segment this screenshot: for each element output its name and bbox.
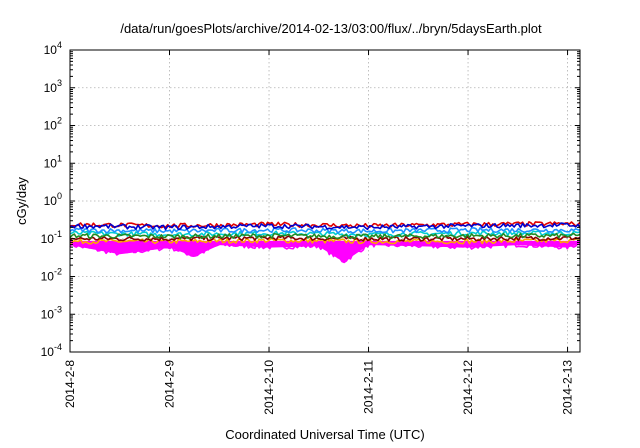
- x-tick-label: 2014-2-10: [262, 360, 276, 415]
- x-tick-label: 2014-2-11: [362, 360, 376, 414]
- y-tick-label: 102: [44, 116, 62, 133]
- series-line-1: [69, 237, 581, 245]
- axis-ticks: 10-4 10-3 10-2 10-1 100 101 102 103 104 2014-2-8 2…: [41, 40, 580, 415]
- series-line-5: [69, 227, 581, 234]
- series-line-7: [69, 222, 581, 231]
- y-tick-label: 10-3: [41, 304, 62, 321]
- y-tick-label: 10-2: [41, 267, 62, 284]
- series-line-4: [69, 232, 581, 240]
- y-tick-label: 101: [44, 153, 62, 170]
- y-tick-label: 104: [44, 40, 62, 57]
- x-tick-label: 2014-2-13: [561, 360, 575, 415]
- y-tick-label: 103: [44, 78, 62, 95]
- y-tick-label: 100: [44, 191, 62, 208]
- series-group: [69, 221, 581, 264]
- chart-title: /data/run/goesPlots/archive/2014-02-13/0…: [120, 21, 542, 36]
- x-axis-label: Coordinated Universal Time (UTC): [225, 427, 424, 442]
- y-tick-label: 10-4: [41, 342, 62, 359]
- series-line-0: [69, 241, 581, 264]
- x-tick-label: 2014-2-9: [163, 360, 177, 408]
- x-tick-label: 2014-2-8: [63, 360, 77, 408]
- series-line-2: [69, 235, 581, 242]
- y-tick-label: 10-1: [41, 229, 62, 246]
- x-tick-label: 2014-2-12: [461, 360, 475, 415]
- y-axis-label: cGy/day: [14, 177, 29, 225]
